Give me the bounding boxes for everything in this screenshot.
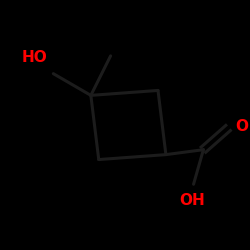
- Text: OH: OH: [180, 193, 206, 208]
- Text: HO: HO: [22, 50, 48, 65]
- Text: O: O: [235, 120, 248, 134]
